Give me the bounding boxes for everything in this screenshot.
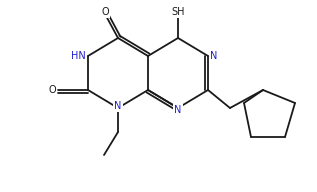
Text: N: N [114,101,122,111]
Text: O: O [101,7,109,17]
Text: N: N [210,51,217,61]
Text: HN: HN [71,51,86,61]
Text: N: N [174,105,182,115]
Text: SH: SH [171,7,185,17]
Text: O: O [49,85,56,95]
